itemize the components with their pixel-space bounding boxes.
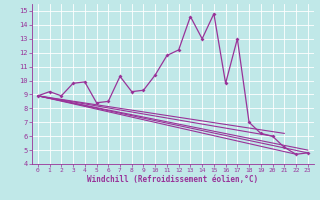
X-axis label: Windchill (Refroidissement éolien,°C): Windchill (Refroidissement éolien,°C) — [87, 175, 258, 184]
